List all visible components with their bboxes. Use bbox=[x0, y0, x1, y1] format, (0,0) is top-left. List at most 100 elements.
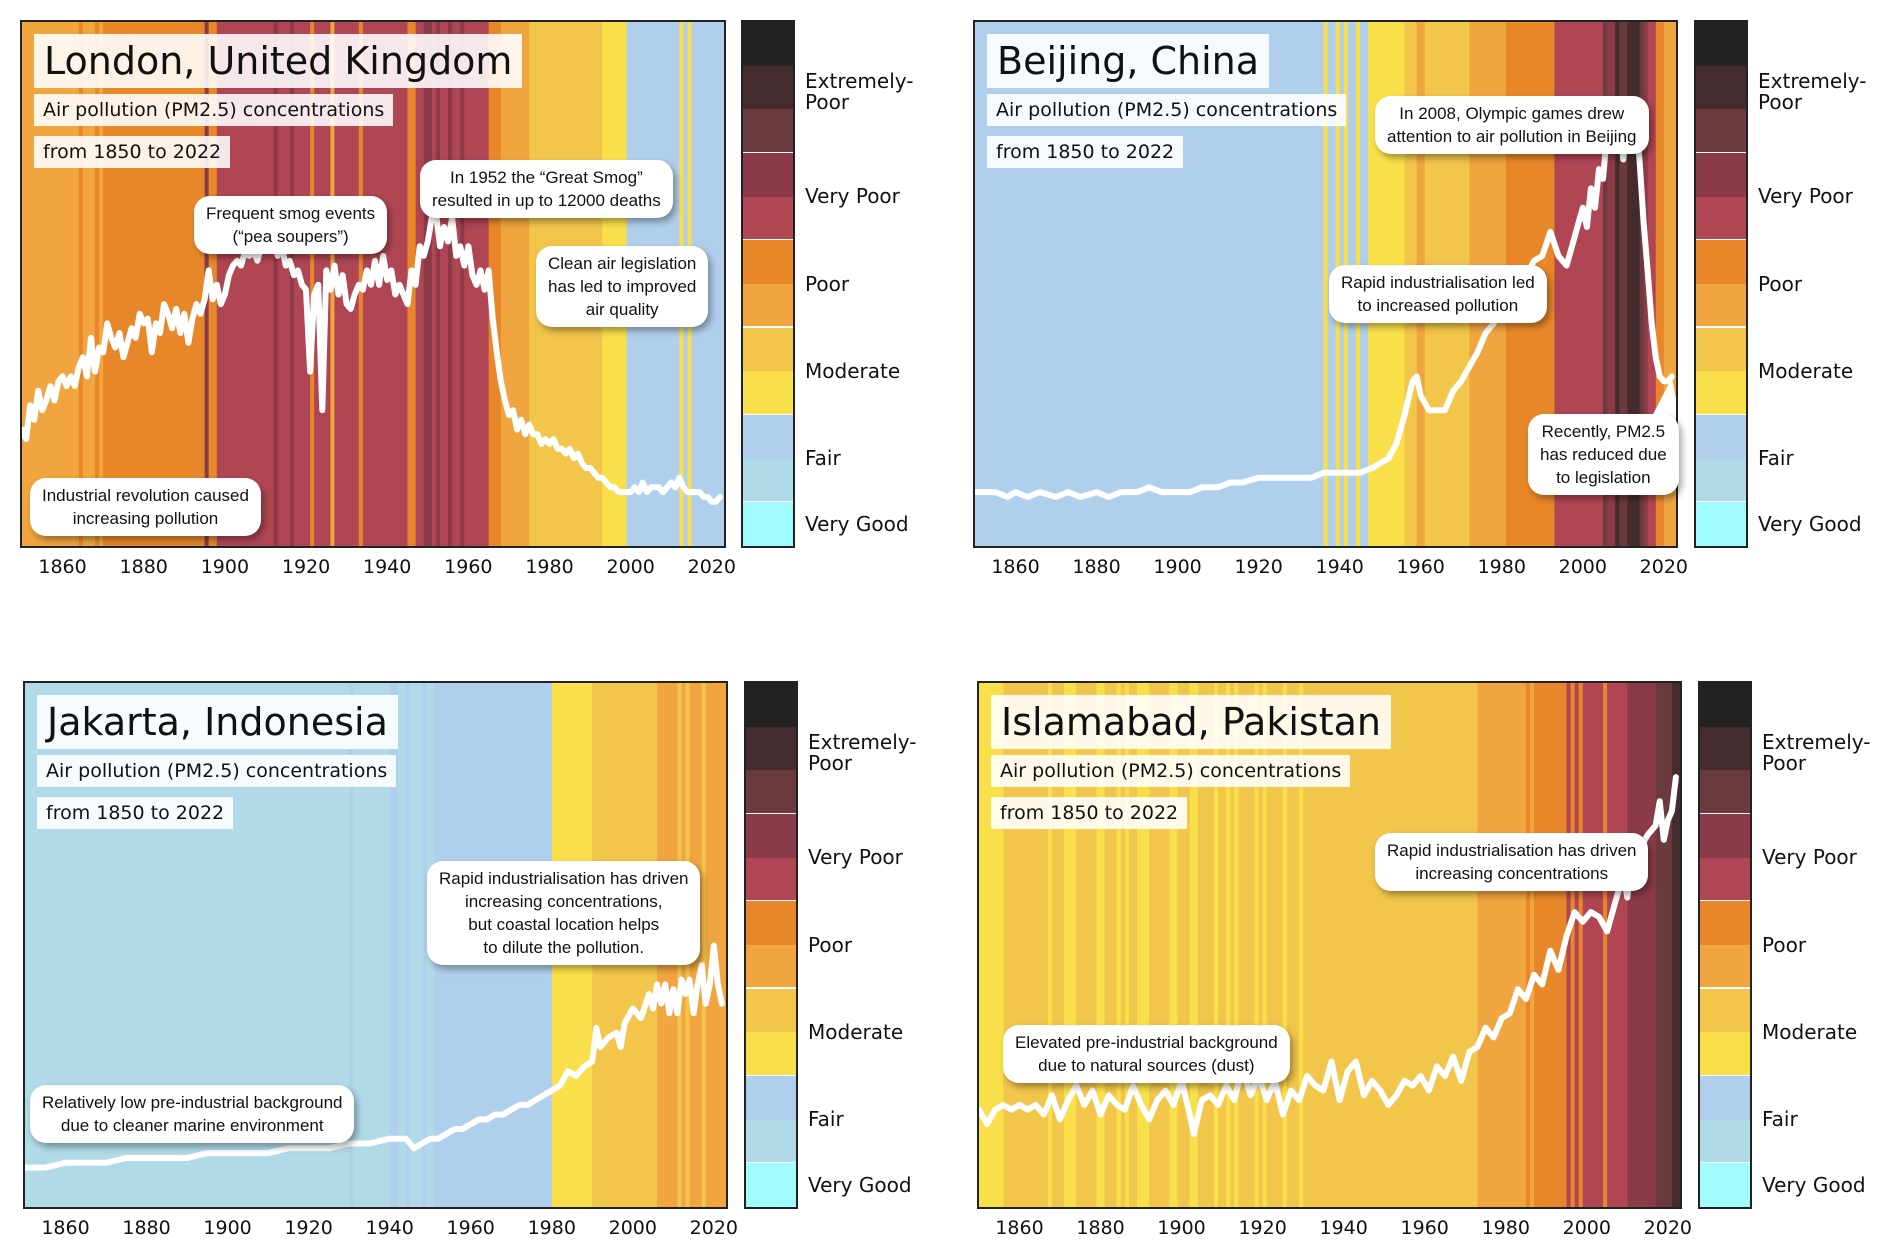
x-tick-label: 1960 bbox=[446, 1217, 495, 1239]
stripe bbox=[1218, 683, 1227, 1207]
x-tick-label: 1880 bbox=[119, 556, 168, 578]
stripe bbox=[389, 683, 399, 1207]
x-tick-label: 1900 bbox=[1153, 556, 1202, 578]
x-tick-label: 1860 bbox=[41, 1217, 90, 1239]
legend-label: Moderate bbox=[1762, 1019, 1858, 1044]
legend-band bbox=[743, 327, 793, 372]
stripe bbox=[1254, 683, 1260, 1207]
legend-label: Poor bbox=[1758, 271, 1803, 296]
legend-band bbox=[1700, 945, 1750, 990]
annotation-callout: Elevated pre-industrial background due t… bbox=[1003, 1025, 1290, 1083]
x-tick-label: 1880 bbox=[122, 1217, 171, 1239]
stripe bbox=[78, 22, 84, 546]
stripe bbox=[1647, 22, 1657, 546]
legend-band bbox=[743, 502, 793, 547]
legend-label: Moderate bbox=[1758, 358, 1854, 383]
chart-subtitle: Air pollution (PM2.5) concentrations bbox=[987, 94, 1347, 126]
stripe bbox=[1574, 683, 1580, 1207]
legend-band bbox=[1700, 857, 1750, 902]
stripe bbox=[1582, 683, 1604, 1207]
stripe bbox=[277, 22, 291, 546]
stripe bbox=[452, 22, 461, 546]
stripe bbox=[1570, 683, 1576, 1207]
stripe bbox=[1603, 22, 1608, 546]
pollution-line bbox=[25, 942, 725, 1171]
annotation-callout: Rapid industrialisation has driven incre… bbox=[1375, 833, 1649, 891]
legend-band bbox=[746, 1163, 796, 1208]
legend-band bbox=[1700, 726, 1750, 771]
legend-label: Very Poor bbox=[1758, 184, 1853, 209]
stripe bbox=[1619, 22, 1628, 546]
x-tick-label: 1940 bbox=[363, 556, 412, 578]
legend-band bbox=[743, 284, 793, 329]
legend-band bbox=[1700, 1032, 1750, 1077]
chart-period: from 1850 to 2022 bbox=[987, 136, 1184, 168]
stripe bbox=[1282, 683, 1288, 1207]
stripe bbox=[1323, 22, 1329, 546]
x-tick-label: 1920 bbox=[1234, 556, 1283, 578]
legend-band bbox=[746, 857, 796, 902]
legend-band bbox=[743, 458, 793, 503]
x-tick-label: 1940 bbox=[1315, 556, 1364, 578]
legend-band bbox=[743, 240, 793, 285]
stripe bbox=[423, 22, 433, 546]
x-tick-label: 1960 bbox=[444, 556, 493, 578]
stripe bbox=[1631, 683, 1657, 1207]
stripe bbox=[314, 22, 331, 546]
legend-band bbox=[1696, 196, 1746, 241]
stripe bbox=[1262, 683, 1268, 1207]
stripe bbox=[1526, 683, 1531, 1207]
legend-band bbox=[743, 22, 793, 67]
stripe bbox=[1566, 683, 1572, 1207]
stripe bbox=[1258, 683, 1264, 1207]
legend-band bbox=[1700, 1119, 1750, 1164]
x-tick-label: 1960 bbox=[1400, 1217, 1449, 1239]
legend-band bbox=[743, 153, 793, 198]
legend-label: Poor bbox=[805, 271, 850, 296]
legend-label: Very Poor bbox=[1762, 845, 1857, 870]
stripe bbox=[460, 22, 465, 546]
stripe bbox=[1116, 683, 1122, 1207]
annotation-callout: Rapid industrialisation has driven incre… bbox=[427, 861, 701, 965]
x-tick-label: 1900 bbox=[200, 556, 250, 578]
stripe bbox=[1230, 683, 1235, 1207]
legend-label: Very Poor bbox=[808, 845, 903, 870]
legend-band bbox=[746, 945, 796, 990]
stripe bbox=[1627, 683, 1632, 1207]
legend-label: Extremely- Poor bbox=[1762, 729, 1871, 775]
stripe bbox=[448, 22, 453, 546]
stripe bbox=[439, 22, 449, 546]
callout-tail bbox=[1650, 377, 1676, 420]
color-legend bbox=[1698, 681, 1752, 1209]
stripe bbox=[99, 22, 104, 546]
legend-band bbox=[746, 1119, 796, 1164]
legend-band bbox=[1696, 327, 1746, 372]
legend-label: Extremely- Poor bbox=[1758, 68, 1867, 114]
legend-band bbox=[1696, 109, 1746, 154]
stripe bbox=[397, 683, 407, 1207]
chart-title: Islamabad, Pakistan bbox=[991, 695, 1391, 749]
stripe bbox=[289, 22, 295, 546]
chart-subtitle: Air pollution (PM2.5) concentrations bbox=[991, 755, 1351, 787]
legend-label: Extremely- Poor bbox=[808, 729, 917, 775]
annotation-callout: Relatively low pre-industrial background… bbox=[30, 1085, 355, 1143]
annotation-callout: In 2008, Olympic games drew attention to… bbox=[1375, 96, 1649, 154]
stripe bbox=[500, 22, 530, 546]
legend-band bbox=[743, 196, 793, 241]
legend-band bbox=[743, 415, 793, 460]
legend-band bbox=[1700, 901, 1750, 946]
x-tick-label: 2000 bbox=[1558, 556, 1607, 578]
legend-label: Fair bbox=[1758, 446, 1794, 471]
stripe bbox=[431, 22, 437, 546]
legend-band bbox=[1700, 683, 1750, 728]
stripe bbox=[1615, 22, 1620, 546]
x-tick-label: 2020 bbox=[689, 1217, 739, 1239]
legend-label: Very Good bbox=[1762, 1172, 1866, 1197]
x-tick-label: 1960 bbox=[1396, 556, 1445, 578]
legend-band bbox=[1696, 371, 1746, 416]
x-tick-label: 1920 bbox=[1238, 1217, 1287, 1239]
x-tick-label: 2020 bbox=[1639, 556, 1689, 578]
stripe bbox=[701, 683, 707, 1207]
x-tick-label: 1860 bbox=[995, 1217, 1044, 1239]
annotation-callout: Industrial revolution caused increasing … bbox=[30, 478, 261, 536]
